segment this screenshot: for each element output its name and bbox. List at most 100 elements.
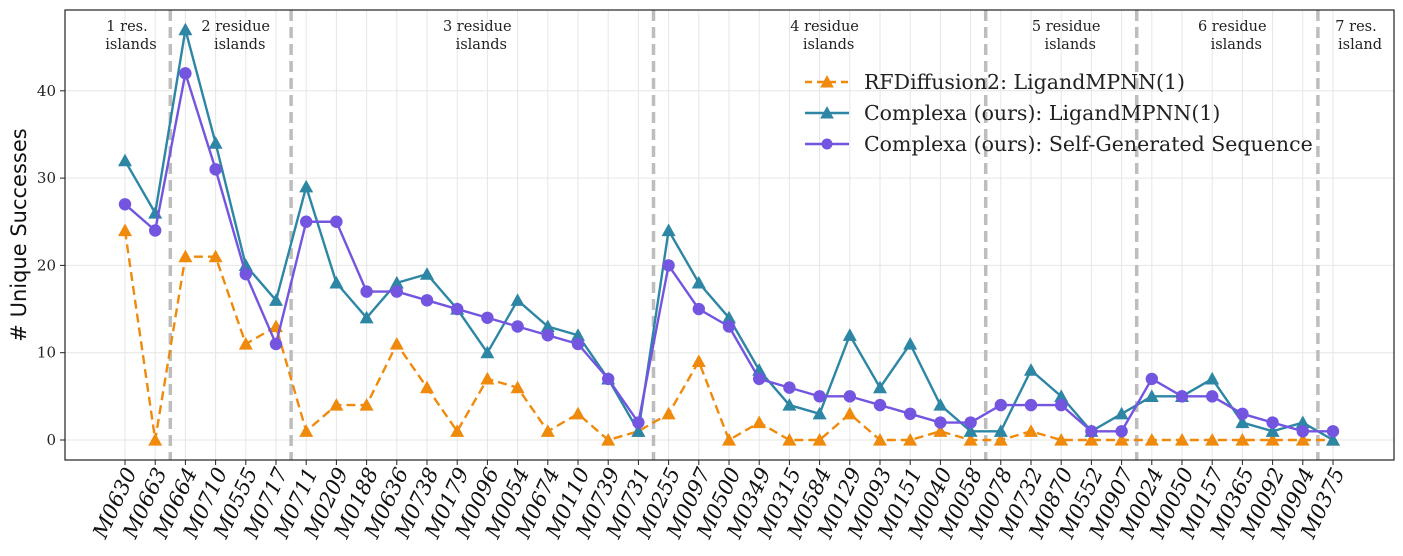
data-point — [812, 406, 827, 420]
data-point — [1114, 433, 1129, 446]
region-label-line1: 5 residue — [1032, 19, 1101, 35]
series-1 — [118, 22, 1340, 446]
data-point — [148, 433, 163, 446]
data-point — [1054, 389, 1069, 402]
data-point — [1205, 433, 1220, 446]
data-point — [511, 320, 524, 333]
data-point — [1295, 433, 1310, 446]
data-point — [1235, 415, 1250, 429]
data-point — [1144, 389, 1159, 402]
data-point — [389, 275, 404, 289]
data-point — [873, 380, 887, 394]
data-point — [571, 328, 585, 341]
data-point — [933, 398, 948, 411]
data-point — [722, 433, 736, 446]
data-point — [178, 22, 193, 36]
data-point — [903, 336, 918, 350]
data-point — [1235, 433, 1250, 446]
data-point — [299, 424, 314, 437]
legend-marker-0 — [820, 75, 834, 88]
data-point — [783, 381, 796, 394]
data-point — [118, 153, 132, 167]
data-point — [420, 380, 434, 394]
data-point — [269, 293, 283, 306]
data-point — [1024, 424, 1038, 437]
region-dividers — [168, 10, 1320, 460]
region-label-line2: islands — [214, 37, 265, 53]
data-point — [843, 390, 856, 403]
data-point — [239, 267, 252, 281]
data-point — [842, 328, 857, 341]
data-point — [601, 433, 616, 446]
data-point — [451, 302, 464, 316]
grid — [65, 10, 1394, 460]
data-point — [118, 198, 132, 211]
data-point — [1024, 363, 1038, 376]
data-point — [964, 416, 977, 429]
data-point — [510, 293, 525, 306]
y-tick-label: 0 — [46, 431, 56, 449]
region-labels: 1 res. islands 2 residue islands 3 residue is… — [105, 19, 1382, 53]
data-point — [571, 406, 585, 420]
data-point — [691, 275, 706, 289]
data-point — [208, 249, 223, 263]
data-point — [571, 337, 585, 351]
data-point — [1296, 425, 1310, 438]
data-point — [994, 398, 1007, 412]
data-point — [722, 310, 736, 324]
data-point — [1266, 416, 1279, 429]
region-label-line1: 7 res. — [1335, 19, 1376, 35]
series-2 — [118, 67, 1340, 438]
legend-label-2: Complexa (ours): Self-Generated Sequence — [864, 132, 1313, 156]
data-point — [481, 311, 494, 324]
data-point — [1055, 398, 1068, 412]
data-point — [149, 224, 162, 237]
data-point — [1206, 390, 1219, 403]
legend: RFDiffusion2: LigandMPNN(1) Complexa (our… — [805, 70, 1313, 156]
region-label-line1: 6 residue — [1198, 19, 1267, 35]
data-point — [360, 285, 373, 298]
data-point — [782, 398, 797, 411]
data-point — [540, 424, 555, 437]
data-point — [904, 407, 917, 421]
region-label-line2: islands — [1211, 37, 1262, 53]
data-point — [1295, 415, 1310, 429]
data-point — [300, 215, 313, 228]
data-point — [1145, 372, 1159, 386]
y-axis: 0 10 20 30 40 — [37, 82, 65, 449]
data-point — [299, 179, 314, 193]
data-point — [813, 390, 826, 403]
data-point — [1175, 433, 1189, 446]
region-label-line1: 3 residue — [443, 19, 512, 35]
legend-marker-1 — [820, 106, 834, 119]
data-point — [420, 294, 434, 307]
data-point — [1236, 407, 1249, 421]
region-label-line2: islands — [105, 37, 156, 53]
y-tick-label: 20 — [37, 256, 56, 274]
data-point — [420, 267, 434, 280]
data-point — [541, 329, 554, 342]
region-label-line1: 4 residue — [790, 19, 859, 35]
data-point — [1054, 433, 1069, 446]
legend-label-1: Complexa (ours): LigandMPNN(1) — [864, 101, 1220, 125]
data-point — [602, 372, 615, 386]
data-point — [1326, 425, 1340, 438]
data-point — [480, 371, 495, 385]
data-point — [873, 398, 887, 412]
data-point — [390, 285, 403, 298]
region-label-line2: islands — [1044, 37, 1095, 53]
data-point — [963, 424, 978, 437]
data-point — [993, 433, 1008, 446]
data-point — [1024, 398, 1038, 412]
data-point — [510, 380, 525, 394]
data-point — [1144, 433, 1159, 446]
y-tick-label: 10 — [37, 344, 56, 362]
legend-label-0: RFDiffusion2: LigandMPNN(1) — [864, 70, 1185, 94]
region-label-line2: islands — [803, 37, 854, 53]
data-point — [1084, 433, 1099, 446]
data-point — [873, 433, 887, 446]
data-point — [631, 424, 646, 437]
data-point — [359, 310, 374, 324]
data-point — [1205, 371, 1220, 385]
